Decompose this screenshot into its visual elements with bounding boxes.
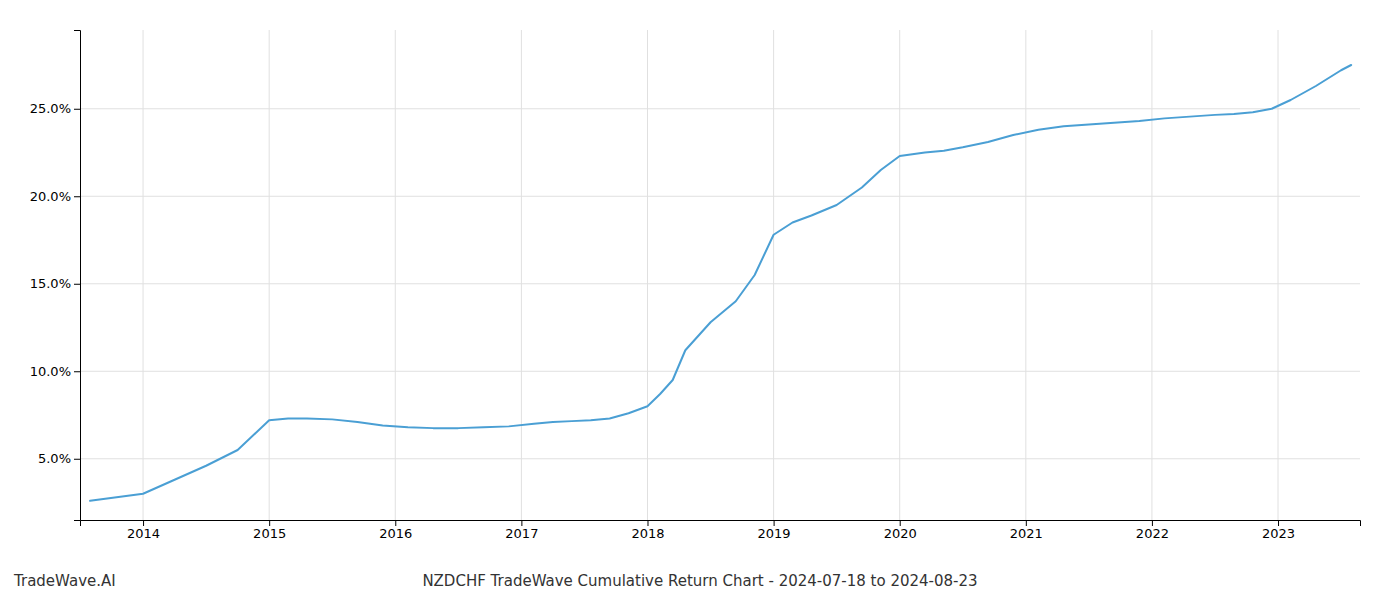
x-tick-mark xyxy=(900,520,901,526)
x-tick-label: 2021 xyxy=(1010,526,1043,541)
grid-line-y xyxy=(80,283,1360,284)
x-tick: 2018 xyxy=(631,520,664,541)
grid-line-x xyxy=(395,30,396,520)
x-tick: 2016 xyxy=(379,520,412,541)
y-tick: 10.0% xyxy=(30,364,80,379)
x-tick-mark xyxy=(1152,520,1153,526)
y-tick-mark xyxy=(74,109,80,110)
x-tick: 2014 xyxy=(127,520,160,541)
x-tick-label: 2018 xyxy=(631,526,664,541)
x-tick: 2015 xyxy=(253,520,286,541)
x-tick-label: 2020 xyxy=(884,526,917,541)
x-tick: 2020 xyxy=(884,520,917,541)
grid-line-x xyxy=(521,30,522,520)
y-axis-line xyxy=(74,31,81,521)
x-tick-label: 2014 xyxy=(127,526,160,541)
x-tick-mark xyxy=(774,520,775,526)
line xyxy=(90,65,1351,501)
x-tick-label: 2015 xyxy=(253,526,286,541)
y-tick-mark xyxy=(74,371,80,372)
x-tick-mark xyxy=(1278,520,1279,526)
grid-line-x xyxy=(1151,30,1152,520)
grid xyxy=(80,30,1360,520)
x-tick-label: 2022 xyxy=(1136,526,1169,541)
x-tick: 2017 xyxy=(505,520,538,541)
y-tick-mark xyxy=(74,196,80,197)
grid-line-x xyxy=(269,30,270,520)
marks xyxy=(90,65,1351,501)
x-tick: 2022 xyxy=(1136,520,1169,541)
y-tick: 20.0% xyxy=(30,189,80,204)
y-axis: 5.0% 10.0% 15.0% 20.0% 25.0% xyxy=(30,31,81,521)
y-tick: 15.0% xyxy=(30,276,80,291)
y-tick-mark xyxy=(74,459,80,460)
y-tick-label: 25.0% xyxy=(30,101,71,116)
x-tick-mark xyxy=(269,520,270,526)
y-tick: 25.0% xyxy=(30,101,80,116)
x-tick-label: 2016 xyxy=(379,526,412,541)
y-tick-label: 20.0% xyxy=(30,189,71,204)
x-tick-mark xyxy=(143,520,144,526)
x-tick-label: 2019 xyxy=(758,526,791,541)
grid-line-x xyxy=(143,30,144,520)
x-tick-mark xyxy=(521,520,522,526)
y-tick: 5.0% xyxy=(38,451,80,466)
grid-line-y xyxy=(80,108,1360,109)
grid-line-x xyxy=(773,30,774,520)
grid-line-y xyxy=(80,458,1360,459)
x-axis-line xyxy=(81,521,1361,527)
x-tick-mark xyxy=(1026,520,1027,526)
grid-line-y xyxy=(80,196,1360,197)
x-tick-label: 2023 xyxy=(1262,526,1295,541)
x-tick: 2023 xyxy=(1262,520,1295,541)
x-axis: 2014 2015 2016 2017 2018 2019 2020 2021 2022 2023 xyxy=(81,520,1361,541)
chart: 2014 2015 2016 2017 2018 2019 2020 2021 2022 2023… xyxy=(0,0,1400,600)
x-tick-mark xyxy=(647,520,648,526)
grid-line-y xyxy=(80,371,1360,372)
grid-line-x xyxy=(1278,30,1279,520)
title: NZDCHF TradeWave Cumulative Return Chart… xyxy=(422,572,977,590)
y-tick-label: 5.0% xyxy=(38,451,71,466)
grid-line-x xyxy=(647,30,648,520)
y-tick-label: 15.0% xyxy=(30,276,71,291)
y-tick-label: 10.0% xyxy=(30,364,71,379)
x-tick: 2021 xyxy=(1010,520,1043,541)
y-tick-mark xyxy=(74,284,80,285)
grid-line-x xyxy=(899,30,900,520)
x-tick: 2019 xyxy=(758,520,791,541)
watermark: TradeWave.AI xyxy=(13,572,116,590)
x-tick-label: 2017 xyxy=(505,526,538,541)
x-tick-mark xyxy=(395,520,396,526)
plot: 2014 2015 2016 2017 2018 2019 2020 2021 2022 2023… xyxy=(30,30,1361,541)
grid-line-x xyxy=(1025,30,1026,520)
